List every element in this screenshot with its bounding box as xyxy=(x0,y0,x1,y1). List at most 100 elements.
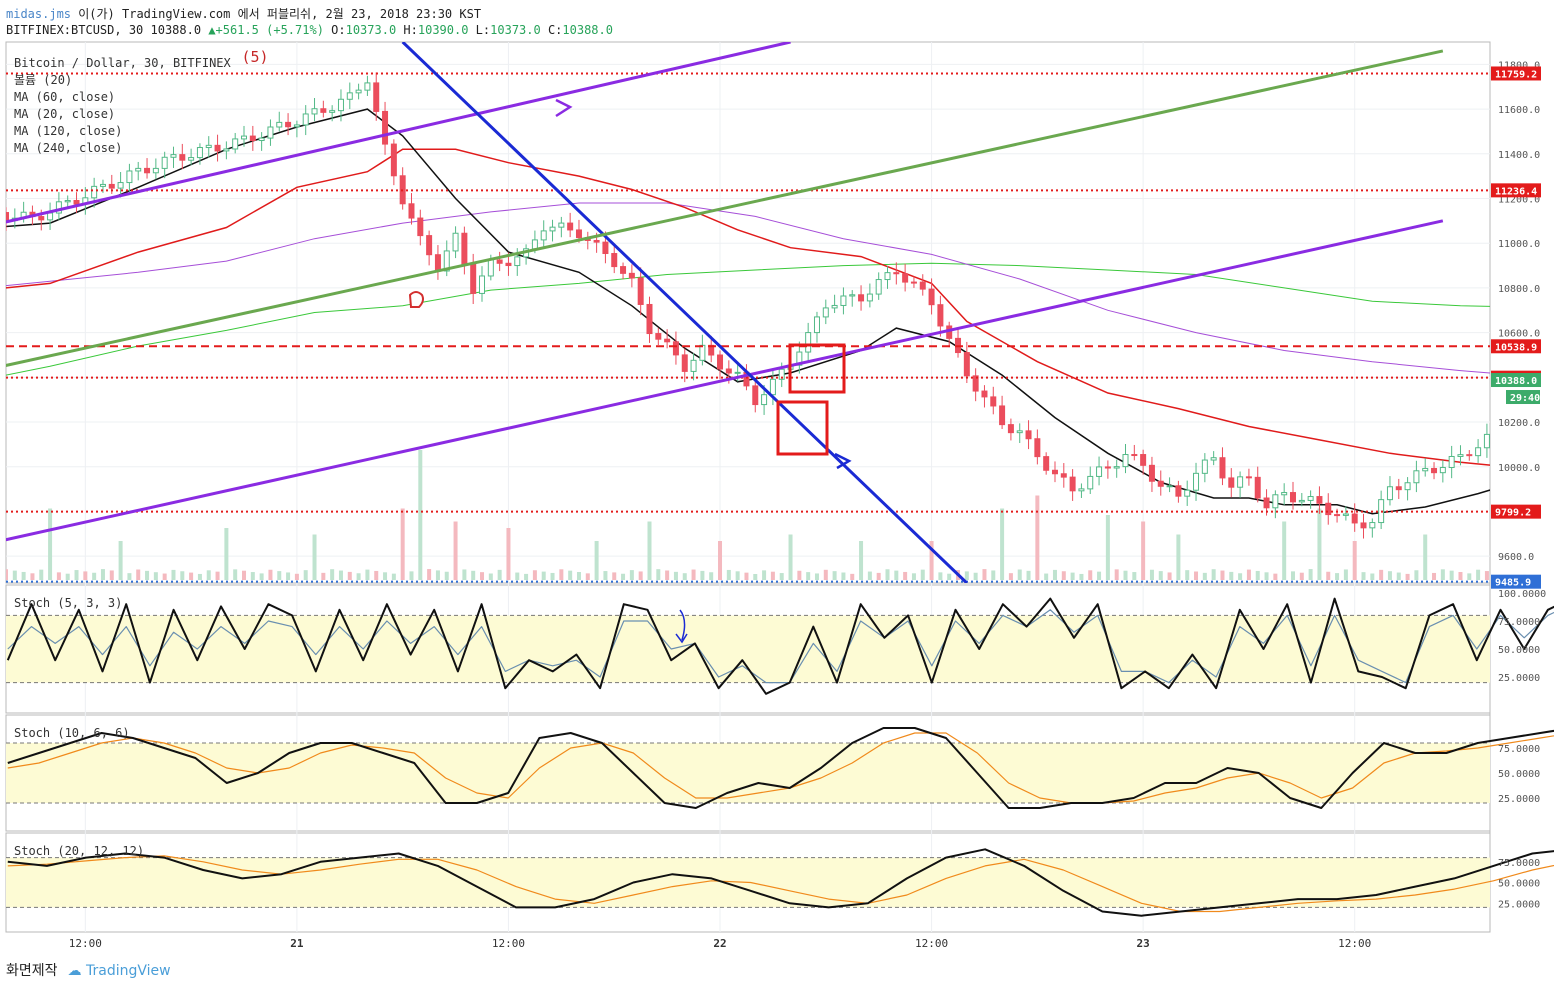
volume-bar xyxy=(1396,572,1401,580)
candle-body xyxy=(1360,522,1367,529)
tradingview-logo-text[interactable]: ☁ TradingView xyxy=(68,963,171,979)
wave-5-label: (5) xyxy=(241,48,268,66)
volume-bar xyxy=(1123,570,1128,580)
low-value: 10373.0 xyxy=(490,23,541,37)
candle-body xyxy=(628,272,635,279)
volume-bar xyxy=(92,572,97,580)
price-tick-label: 11600.0 xyxy=(1498,105,1540,116)
candle-body xyxy=(1078,488,1085,492)
volume-bar xyxy=(118,541,123,580)
candle-body xyxy=(329,110,336,113)
price-tick-label: 11400.0 xyxy=(1498,150,1540,161)
ma-240-line xyxy=(6,262,1490,376)
stoch-pane-1 xyxy=(6,597,1554,695)
candle-body xyxy=(690,359,697,372)
ma-60-line xyxy=(6,148,1490,466)
volume-bar xyxy=(12,570,17,580)
candle-body xyxy=(73,199,80,205)
price-level-tag xyxy=(1491,574,1541,589)
volume-bar xyxy=(911,573,916,580)
volume-bar xyxy=(647,521,652,580)
candle-body xyxy=(531,239,538,250)
time-tick-label: 22 xyxy=(713,937,726,950)
candle-body xyxy=(91,185,98,199)
stoch-title: Stoch (20, 12, 12) xyxy=(14,844,144,858)
volume-bar xyxy=(480,572,485,580)
publish-info: midas.jms 이(가) TradingView.com 에서 퍼블리쉬, … xyxy=(6,5,481,22)
stoch-tick-label: 50.0000 xyxy=(1498,645,1540,656)
volume-bar xyxy=(1229,571,1234,580)
low-label: L: xyxy=(468,23,491,37)
volume-bar xyxy=(1185,570,1190,580)
candle-body xyxy=(293,124,300,128)
volume-bar xyxy=(515,572,520,580)
volume-bar xyxy=(1387,571,1392,580)
last-price-value: 10388.0 xyxy=(1495,376,1537,387)
candle-body xyxy=(1520,408,1525,417)
candle-body xyxy=(1298,499,1305,503)
legend-line-1: 볼륨 (20) xyxy=(14,73,72,87)
volume-bar xyxy=(603,571,608,580)
stoch-tick-label: 50.0000 xyxy=(1498,769,1540,780)
volume-bar xyxy=(788,534,793,580)
volume-bar xyxy=(1088,570,1093,580)
volume-bar xyxy=(709,572,714,580)
candle-body xyxy=(1457,454,1464,457)
price-tick-label: 9600.0 xyxy=(1498,552,1534,563)
candle-body xyxy=(1483,433,1490,449)
candle-body xyxy=(152,167,159,174)
candle-body xyxy=(1431,467,1438,474)
volume-bar xyxy=(735,571,740,580)
volume-bar xyxy=(1220,570,1225,580)
candle-body xyxy=(1148,464,1155,482)
volume-bar xyxy=(1008,573,1013,580)
volume-bar xyxy=(206,570,211,580)
volume-bar xyxy=(65,573,70,580)
candle-body xyxy=(267,126,274,139)
candle-body xyxy=(223,148,230,152)
candle-body xyxy=(796,351,803,366)
candle-body xyxy=(910,281,917,284)
volume-bar xyxy=(462,569,467,580)
stoch-d-line xyxy=(7,855,1554,913)
volume-bar xyxy=(1202,572,1207,580)
candle-body xyxy=(205,144,212,149)
open-label: O: xyxy=(323,23,346,37)
candle-body xyxy=(611,253,618,268)
stoch-tick-label: 25.0000 xyxy=(1498,899,1540,910)
volume-bar xyxy=(330,569,335,580)
price-level-value: 10538.9 xyxy=(1495,342,1537,353)
candle-body xyxy=(1272,494,1279,509)
credit-text: 화면제작 xyxy=(6,963,58,979)
volume-bar xyxy=(427,569,432,580)
change-text: +561.5 (+5.71%) xyxy=(215,23,324,37)
volume-bar xyxy=(1255,570,1260,580)
volume-bar xyxy=(418,450,423,580)
volume-bar xyxy=(21,571,26,580)
candle-body xyxy=(487,259,494,277)
candle-body xyxy=(778,368,785,380)
high-value: 10390.0 xyxy=(417,23,469,37)
stoch-pane-3 xyxy=(6,848,1554,917)
volume-bar xyxy=(312,534,317,580)
author-link[interactable]: midas.jms xyxy=(6,7,72,21)
price-level-tag xyxy=(1491,504,1541,519)
volume-bar xyxy=(1440,569,1445,580)
publish-text: 이(가) TradingView.com 에서 퍼블리쉬, 2월 23, 201… xyxy=(71,7,482,21)
price-level-value: 9799.2 xyxy=(1495,508,1531,519)
candle-body xyxy=(1016,430,1023,434)
volume-bar xyxy=(594,541,599,580)
candle-body xyxy=(99,183,106,187)
candle-body xyxy=(364,82,371,91)
volume-bar xyxy=(347,571,352,580)
candle-body xyxy=(496,259,503,264)
candle-body xyxy=(1025,430,1032,440)
volume-bar xyxy=(638,571,643,580)
candle-body xyxy=(761,394,768,406)
countdown-tag xyxy=(1506,390,1540,405)
candle-body xyxy=(408,203,415,219)
candle-body xyxy=(1369,522,1376,529)
volume-bar xyxy=(903,571,908,580)
candle-body xyxy=(990,396,997,407)
